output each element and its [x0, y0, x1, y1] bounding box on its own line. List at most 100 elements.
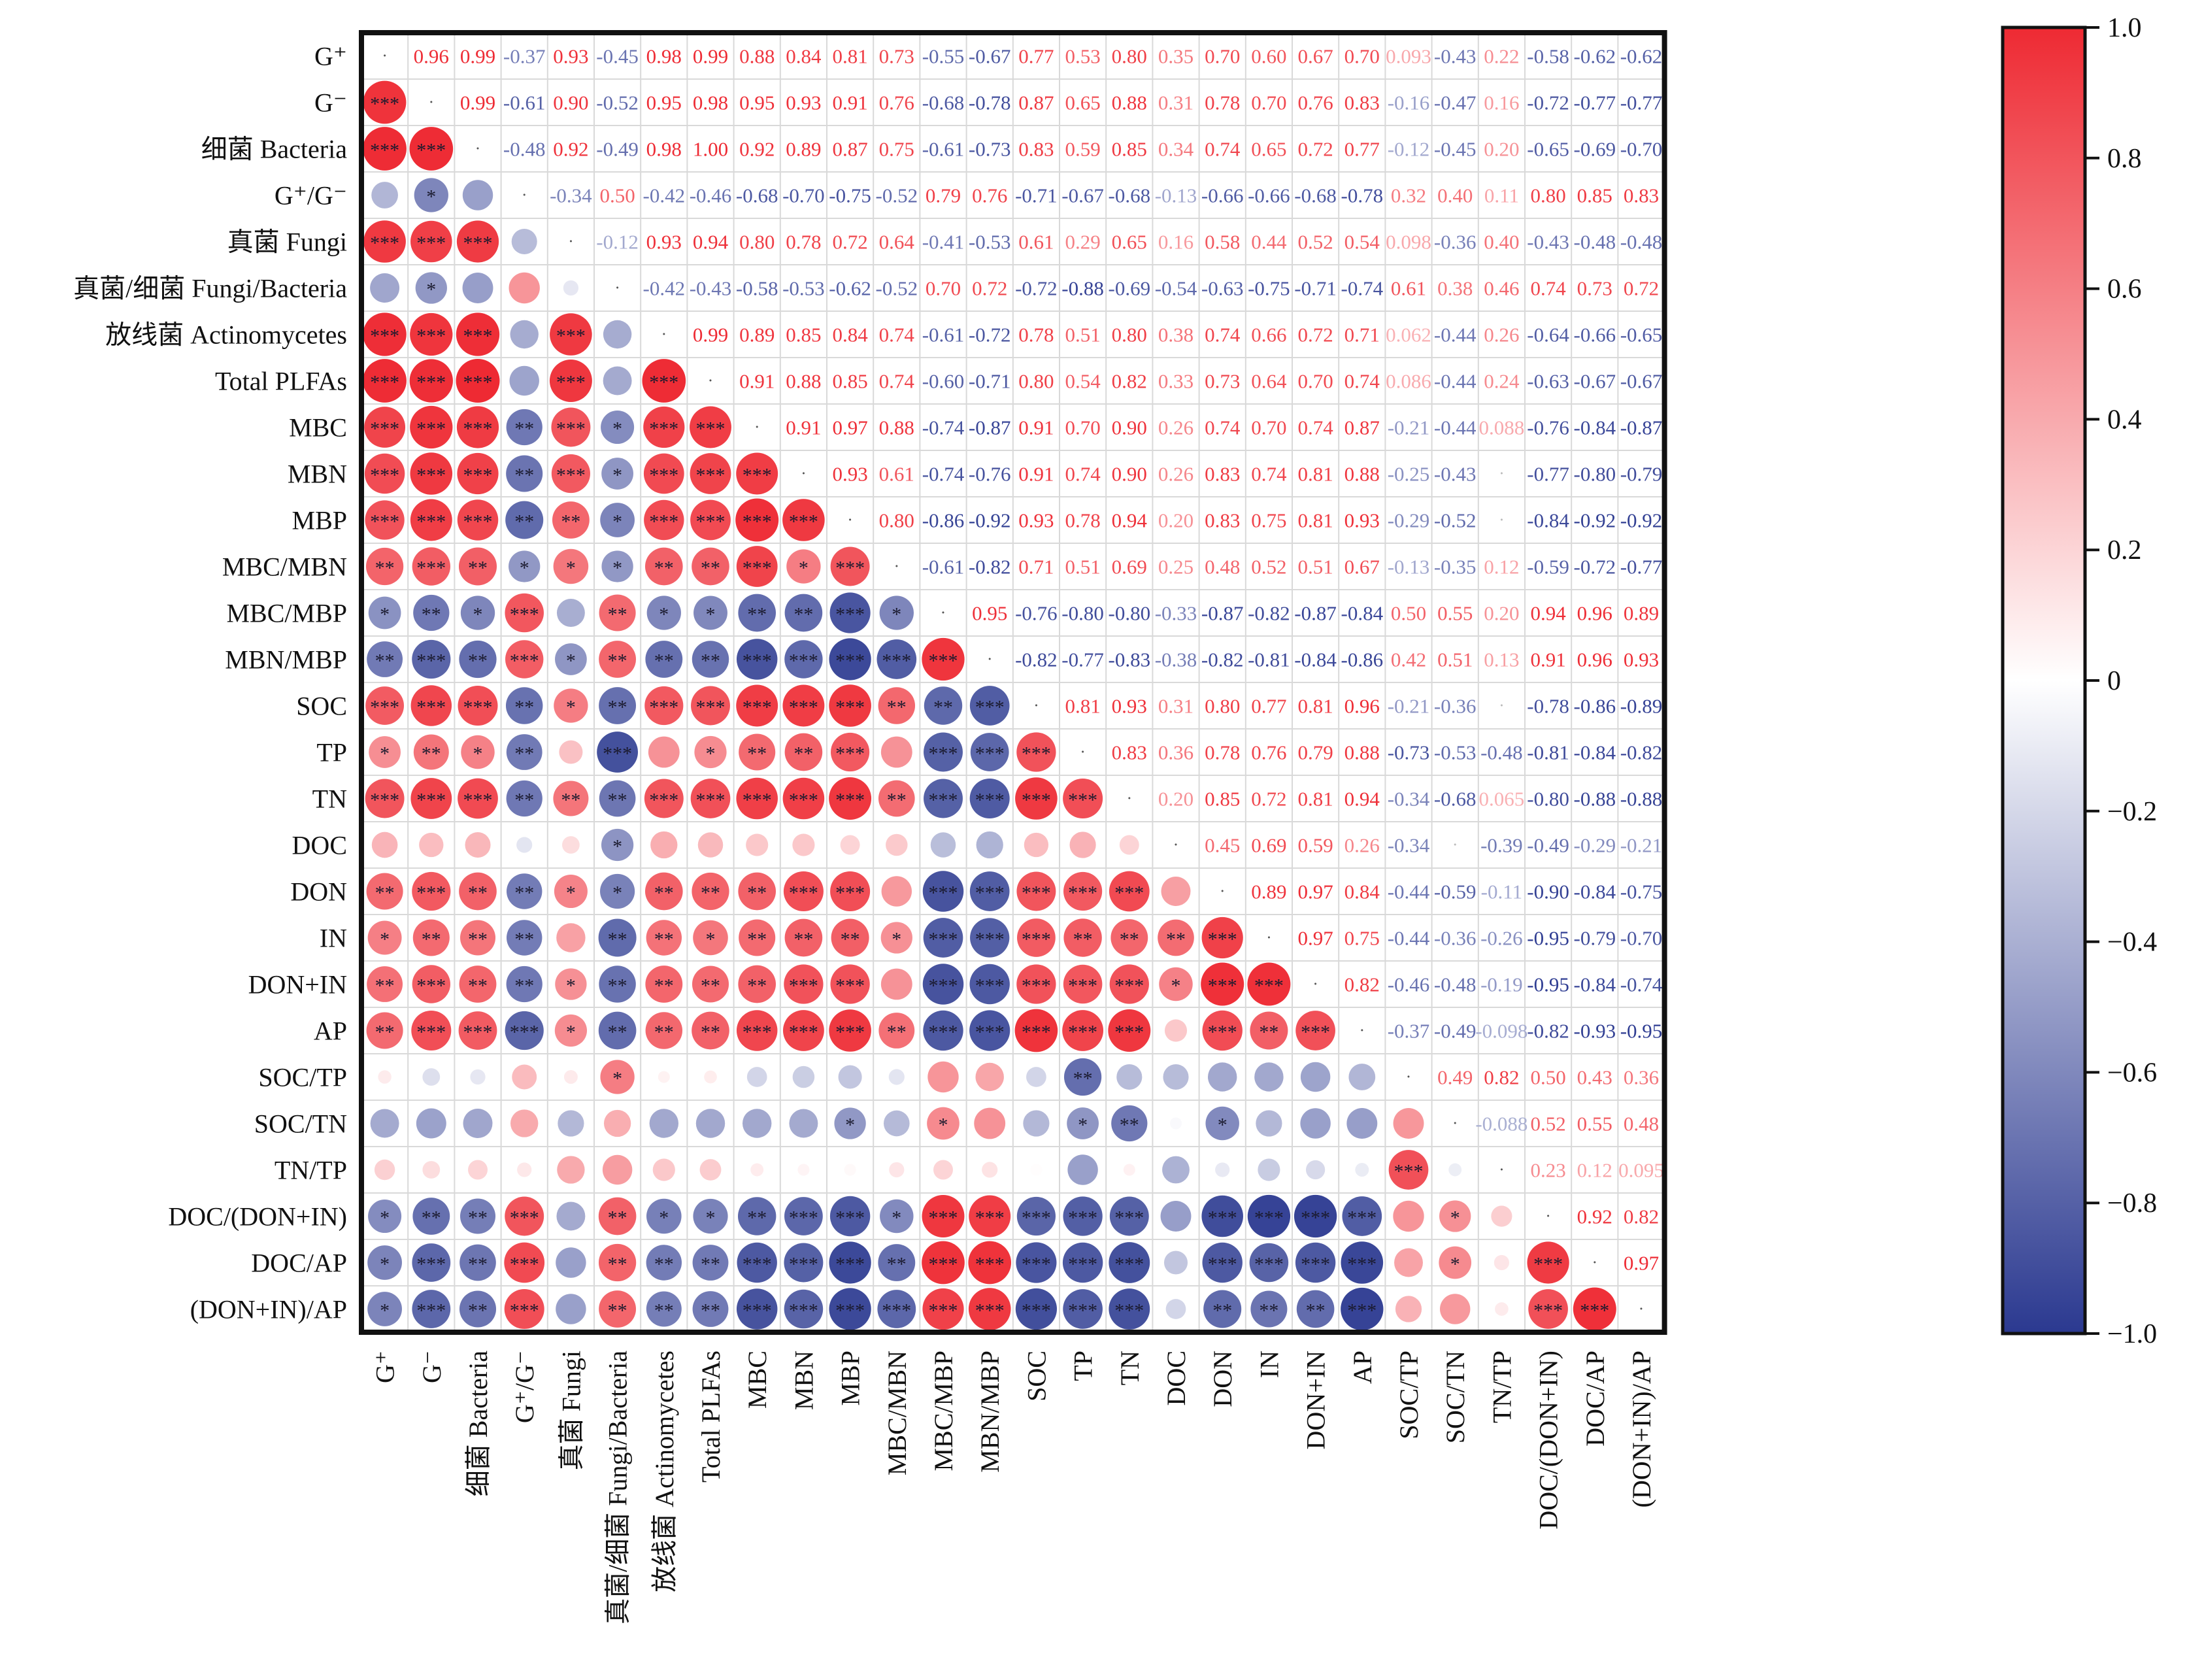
correlation-value: 0.81: [1297, 695, 1333, 718]
significance-stars: ***: [370, 790, 399, 811]
row-label: MBN: [288, 460, 347, 489]
significance-stars: ***: [929, 1207, 958, 1229]
correlation-circle: [840, 835, 860, 855]
significance-stars: ***: [1022, 929, 1051, 950]
significance-stars: **: [701, 975, 720, 997]
significance-stars: ***: [649, 418, 678, 440]
significance-stars: **: [468, 558, 488, 579]
correlation-circle: [736, 1288, 778, 1330]
correlation-value: -0.53: [782, 277, 825, 300]
correlation-circle: [556, 599, 585, 627]
correlation-circle: [1016, 732, 1056, 772]
correlation-circle: [1063, 1058, 1102, 1096]
correlation-circle: [645, 1012, 683, 1049]
correlation-circle: [1305, 1160, 1326, 1180]
correlation-value: -0.73: [969, 138, 1011, 161]
correlation-circle: [1439, 1246, 1472, 1279]
correlation-circle: [888, 1069, 905, 1085]
column-label: DOC: [1161, 1351, 1191, 1405]
correlation-circle: [462, 273, 493, 303]
correlation-value: -0.48: [1620, 231, 1663, 254]
correlation-value-faint: ·: [1499, 464, 1505, 483]
significance-stars: **: [1259, 1022, 1278, 1043]
significance-stars: ***: [696, 511, 726, 533]
correlation-circle: [1016, 1196, 1056, 1236]
significance-stars: *: [566, 1022, 576, 1043]
diagonal-mark: ·: [801, 464, 807, 483]
correlation-value: 0.80: [1205, 695, 1240, 718]
correlation-value: 0.92: [553, 138, 588, 161]
significance-stars: *: [706, 929, 716, 950]
correlation-value: -0.48: [1434, 973, 1477, 996]
correlation-circle: [922, 637, 965, 681]
correlation-circle: [458, 685, 498, 726]
correlation-circle: [1016, 964, 1056, 1004]
significance-stars: *: [612, 836, 622, 858]
significance-stars: ***: [1022, 743, 1051, 765]
significance-stars: ***: [510, 1022, 539, 1043]
significance-stars: **: [608, 697, 627, 718]
significance-stars: ***: [649, 372, 678, 394]
significance-stars: ***: [1347, 1254, 1377, 1275]
column-label: DON+IN: [1301, 1351, 1331, 1449]
correlation-circle: [1030, 1164, 1043, 1176]
correlation-value: 0.095: [1618, 1159, 1664, 1182]
correlation-circle: [504, 1242, 545, 1283]
significance-stars: ***: [696, 465, 726, 486]
row-label: TN: [312, 784, 347, 814]
correlation-circle: [459, 872, 497, 911]
correlation-value: 0.43: [1577, 1066, 1612, 1089]
correlation-circle: [364, 407, 406, 448]
diagonal-mark: ·: [382, 46, 388, 65]
correlation-circle: [924, 686, 963, 725]
significance-stars: **: [1120, 1115, 1139, 1136]
correlation-value: 0.74: [1065, 463, 1101, 486]
correlation-value: 0.60: [1251, 45, 1286, 68]
correlation-circle: [369, 736, 401, 768]
significance-stars: *: [520, 558, 529, 579]
correlation-circle: [600, 873, 635, 909]
correlation-value: 0.70: [1344, 45, 1380, 68]
correlation-value: 0.88: [1112, 92, 1147, 114]
correlation-circle: [506, 920, 543, 956]
correlation-value: 0.72: [1297, 138, 1333, 161]
significance-stars: ***: [743, 790, 772, 811]
correlation-value: -0.61: [922, 138, 965, 161]
row-label: 真菌 Fungi: [227, 227, 347, 257]
correlation-value: 0.22: [1484, 45, 1519, 68]
significance-stars: ***: [835, 1207, 865, 1229]
significance-stars: ***: [1301, 1207, 1330, 1229]
correlation-value: -0.62: [829, 277, 871, 300]
correlation-circle: [598, 1197, 637, 1235]
correlation-value: -0.70: [1620, 138, 1663, 161]
correlation-circle: [691, 686, 730, 726]
significance-stars: ***: [1208, 929, 1237, 950]
correlation-circle: [646, 1291, 682, 1327]
column-label: TN: [1115, 1351, 1144, 1385]
significance-stars: ***: [1114, 1022, 1144, 1043]
diagonal-mark: ·: [1220, 882, 1226, 901]
correlation-value: -0.33: [1155, 602, 1197, 625]
correlation-circle: [506, 873, 543, 909]
correlation-value: -0.86: [1574, 695, 1616, 718]
correlation-circle: [412, 1290, 451, 1328]
correlation-value: 0.72: [832, 231, 867, 254]
correlation-circle: [459, 966, 497, 1003]
significance-stars: *: [380, 929, 390, 950]
significance-stars: ***: [835, 1300, 865, 1322]
correlation-circle: [1062, 1010, 1104, 1051]
correlation-value: -0.71: [1294, 277, 1337, 300]
column-label: IN: [1254, 1351, 1284, 1378]
correlation-value: -0.84: [1341, 602, 1384, 625]
significance-stars: ***: [649, 465, 678, 486]
correlation-value: -0.52: [596, 92, 639, 114]
correlation-circle: [468, 1160, 488, 1180]
correlation-value: 1.00: [693, 138, 728, 161]
correlation-value: -0.36: [1434, 695, 1477, 718]
correlation-circle: [736, 546, 778, 587]
correlation-value: 0.73: [1577, 277, 1612, 300]
correlation-value: 0.90: [553, 92, 588, 114]
significance-stars: ***: [1254, 975, 1284, 997]
correlation-value: -0.43: [1434, 463, 1477, 486]
correlation-circle: [458, 778, 498, 819]
